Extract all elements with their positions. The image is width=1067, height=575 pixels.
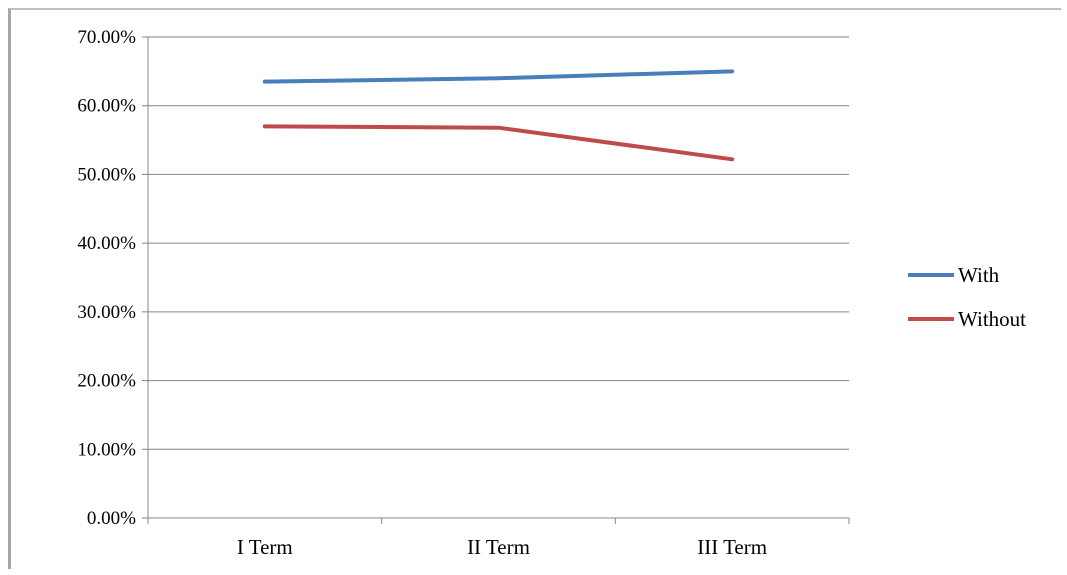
x-axis-tick-labels: I Term II Term III Term (237, 535, 767, 559)
legend-label-without: Without (958, 307, 1026, 331)
legend-label-with: With (958, 263, 1000, 287)
series-line-with (262, 69, 735, 84)
series-line-without (262, 124, 735, 162)
y-tick-label: 0.00% (87, 508, 136, 529)
chart-frame: 0.00% 10.00% 20.00% 30.00% 40.00% 50.00% 60.00… (8, 8, 1061, 569)
x-tick-label: I Term (237, 535, 293, 559)
y-tick-label: 70.00% (77, 27, 136, 48)
y-axis-tick-labels: 0.00% 10.00% 20.00% 30.00% 40.00% 50.00% 60.00… (77, 27, 136, 529)
y-tick-label: 40.00% (77, 233, 136, 254)
gridlines (148, 36, 849, 450)
series-lines (262, 69, 735, 162)
y-tick-label: 10.00% (77, 439, 136, 460)
y-tick-label: 50.00% (77, 164, 136, 185)
legend: With Without (908, 263, 1026, 331)
y-tick-label: 60.00% (77, 96, 136, 117)
axes (142, 36, 850, 524)
line-chart: 0.00% 10.00% 20.00% 30.00% 40.00% 50.00% 60.00… (77, 27, 1026, 559)
x-tick-label: III Term (697, 535, 767, 559)
y-tick-label: 30.00% (77, 302, 136, 323)
y-tick-label: 20.00% (77, 371, 136, 392)
x-tick-label: II Term (467, 535, 530, 559)
